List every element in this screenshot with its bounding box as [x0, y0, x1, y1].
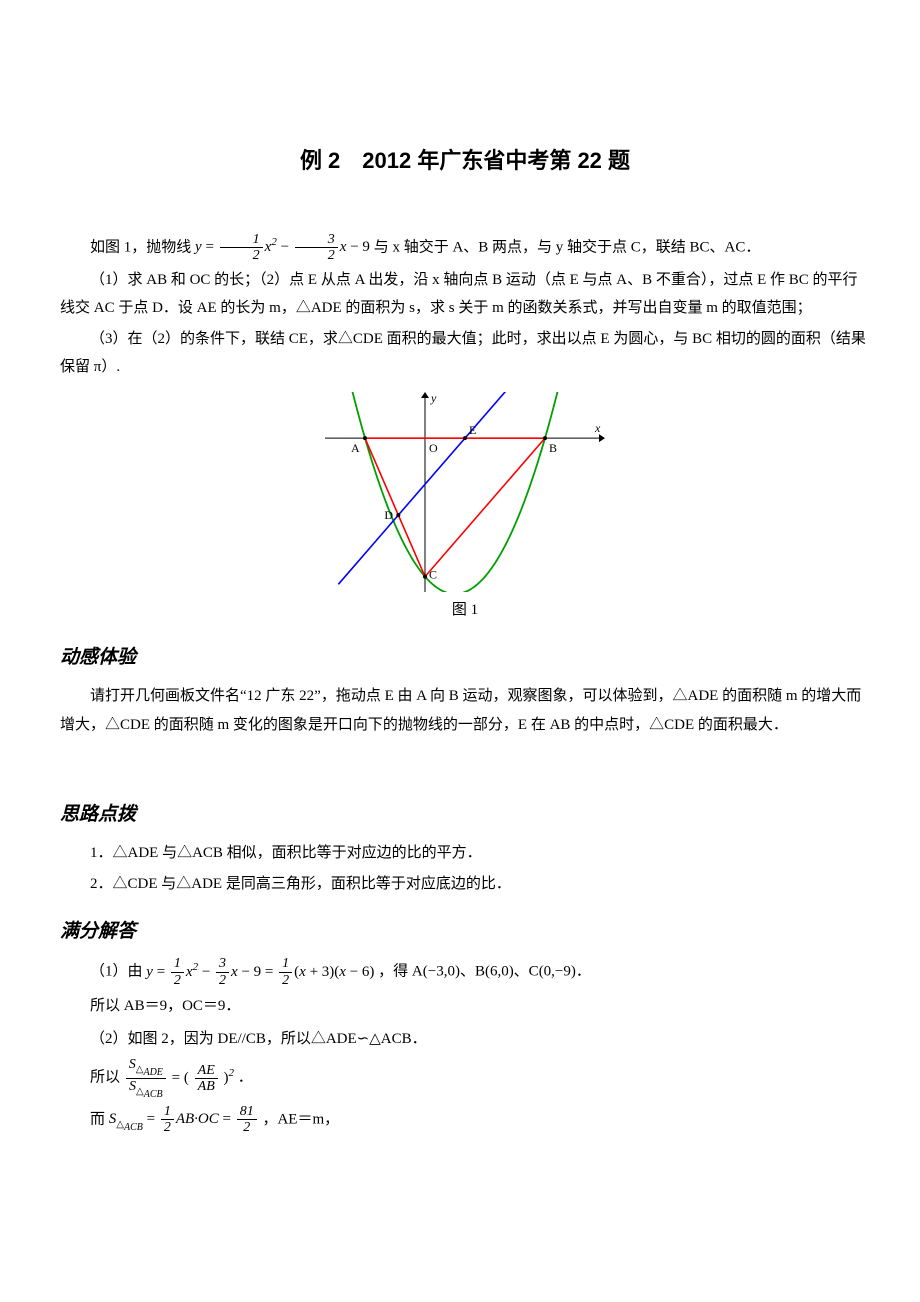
sol2c-mid: ，AE＝m， [262, 1111, 339, 1127]
figure-1: x y O A B C D E [60, 392, 870, 592]
solution-line-2c: 而 S△ACB = 12AB·OC = 812 ，AE＝m， [90, 1104, 870, 1137]
sol2b-post: ． [238, 1070, 253, 1086]
hint-1: 1．△ADE 与△ACB 相似，面积比等于对应边的比的平方． [60, 839, 870, 868]
svg-text:C: C [429, 567, 437, 581]
svg-text:x: x [594, 421, 601, 435]
formula-factor: y = 12x2 − 32x − 9 = 12(x + 3)(x − 6) [146, 964, 378, 980]
sol2c-pre: 而 [90, 1111, 109, 1127]
page-title: 例 2 2012 年广东省中考第 22 题 [60, 140, 870, 182]
svg-text:O: O [429, 441, 438, 455]
svg-text:A: A [351, 441, 360, 455]
sol2b-pre: 所以 [90, 1070, 124, 1086]
formula-ratio: S△ADE S△ACB = ( AEAB )2 [124, 1070, 238, 1086]
section-dynamic-body: 请打开几何画板文件名“12 广东 22”，拖动点 E 由 A 向 B 运动，观察… [60, 682, 870, 739]
formula-parabola: y = 12x2 − 32x − 9 [195, 239, 374, 255]
section-dynamic-title: 动感体验 [60, 640, 870, 676]
section-solution-title: 满分解答 [60, 914, 870, 950]
spacer [60, 741, 870, 781]
svg-text:B: B [549, 441, 557, 455]
svg-text:D: D [384, 508, 393, 522]
hint-2: 2．△CDE 与△ADE 是同高三角形，面积比等于对应底边的比． [60, 870, 870, 899]
formula-sacb: S△ACB = 12AB·OC = 812 [109, 1111, 263, 1127]
intro-post: 与 x 轴交于 A、B 两点，与 y 轴交于点 C，联结 BC、AC． [374, 239, 761, 255]
problem-q3: （3）在（2）的条件下，联结 CE，求△CDE 面积的最大值；此时，求出以点 E… [60, 325, 870, 382]
solution-line-2a: （2）如图 2，因为 DE//CB，所以△ADE∽△ACB． [90, 1025, 870, 1054]
solution-line-1: （1）由 y = 12x2 − 32x − 9 = 12(x + 3)(x − … [90, 956, 870, 988]
sol1-pre: （1）由 [90, 964, 146, 980]
svg-text:E: E [469, 423, 476, 437]
problem-intro: 如图 1，抛物线 y = 12x2 − 32x − 9 与 x 轴交于 A、B … [60, 232, 870, 264]
solution-line-1b: 所以 AB＝9，OC＝9． [90, 992, 870, 1021]
problem-q1q2: （1）求 AB 和 OC 的长；（2）点 E 从点 A 出发，沿 x 轴向点 B… [60, 266, 870, 323]
section-hint-title: 思路点拨 [60, 797, 870, 833]
solution-line-2b: 所以 S△ADE S△ACB = ( AEAB )2 ． [90, 1057, 870, 1100]
figure-1-caption: 图 1 [60, 596, 870, 625]
svg-text:y: y [430, 392, 437, 405]
sol1-post: ，得 A(−3,0)、B(6,0)、C(0,−9)． [378, 964, 591, 980]
intro-pre: 如图 1，抛物线 [90, 239, 195, 255]
